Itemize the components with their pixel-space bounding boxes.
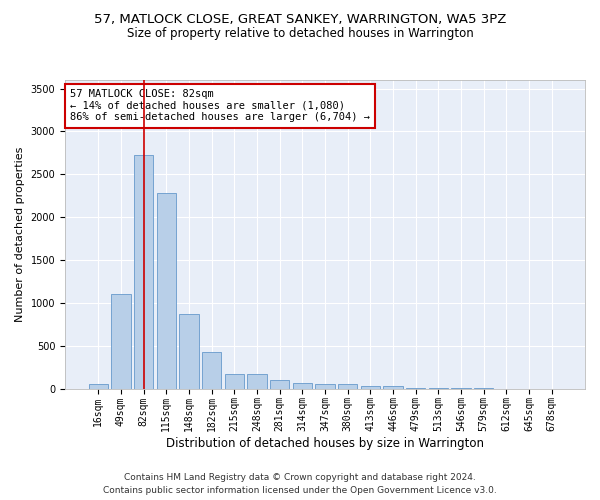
Y-axis label: Number of detached properties: Number of detached properties: [15, 146, 25, 322]
Text: 57, MATLOCK CLOSE, GREAT SANKEY, WARRINGTON, WA5 3PZ: 57, MATLOCK CLOSE, GREAT SANKEY, WARRING…: [94, 12, 506, 26]
Bar: [270, 380, 289, 388]
Text: 57 MATLOCK CLOSE: 82sqm
← 14% of detached houses are smaller (1,080)
86% of semi: 57 MATLOCK CLOSE: 82sqm ← 14% of detache…: [70, 90, 370, 122]
Text: Size of property relative to detached houses in Warrington: Size of property relative to detached ho…: [127, 28, 473, 40]
X-axis label: Distribution of detached houses by size in Warrington: Distribution of detached houses by size …: [166, 437, 484, 450]
Bar: [316, 384, 335, 388]
Text: Contains HM Land Registry data © Crown copyright and database right 2024.
Contai: Contains HM Land Registry data © Crown c…: [103, 474, 497, 495]
Bar: [112, 294, 131, 388]
Bar: [224, 374, 244, 388]
Bar: [361, 386, 380, 388]
Bar: [338, 384, 358, 388]
Bar: [202, 352, 221, 389]
Bar: [89, 384, 108, 388]
Bar: [383, 386, 403, 388]
Bar: [134, 154, 153, 388]
Bar: [179, 314, 199, 388]
Bar: [157, 193, 176, 388]
Bar: [247, 374, 266, 388]
Bar: [293, 382, 312, 388]
